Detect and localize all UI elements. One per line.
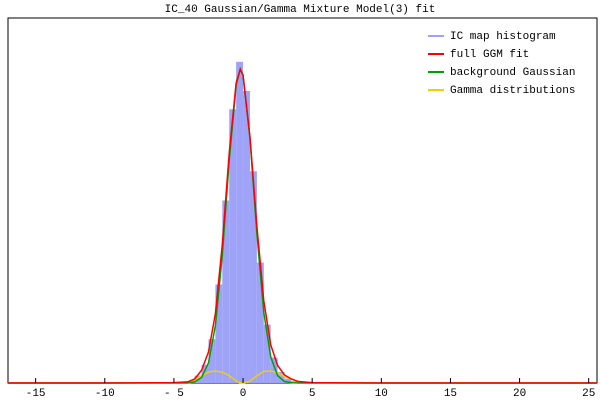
chart-title: IC_40 Gaussian/Gamma Mixture Model(3) fi… xyxy=(165,4,436,16)
x-tick-label: -15 xyxy=(26,388,46,400)
histogram-bar xyxy=(256,262,264,383)
x-tick-label: 5 xyxy=(309,388,316,400)
x-tick-label: - 5 xyxy=(164,388,184,400)
legend-label: IC map histogram xyxy=(450,31,556,43)
histogram-bar xyxy=(215,284,223,383)
x-tick-label: 15 xyxy=(444,388,457,400)
x-tick-label: 0 xyxy=(240,388,247,400)
histogram-bar xyxy=(277,372,285,383)
histogram-bar xyxy=(263,324,271,383)
histogram-bar xyxy=(284,378,292,383)
x-tick-label: -10 xyxy=(95,388,115,400)
x-tick-label: 10 xyxy=(375,388,388,400)
histogram-bar xyxy=(208,339,216,383)
histogram-bar xyxy=(236,61,244,384)
series-line xyxy=(8,66,597,384)
legend-label: Gamma distributions xyxy=(450,85,575,97)
legend-label: full GGM fit xyxy=(450,49,529,61)
histogram-bar xyxy=(249,171,257,383)
histogram-bar xyxy=(243,91,250,383)
histogram-bar xyxy=(270,357,278,383)
x-tick-label: 25 xyxy=(582,388,595,400)
histogram-bar xyxy=(222,200,230,383)
legend-label: background Gaussian xyxy=(450,67,575,79)
series-line xyxy=(8,66,597,384)
x-tick-label: 20 xyxy=(513,388,526,400)
histogram-bar xyxy=(229,109,237,383)
